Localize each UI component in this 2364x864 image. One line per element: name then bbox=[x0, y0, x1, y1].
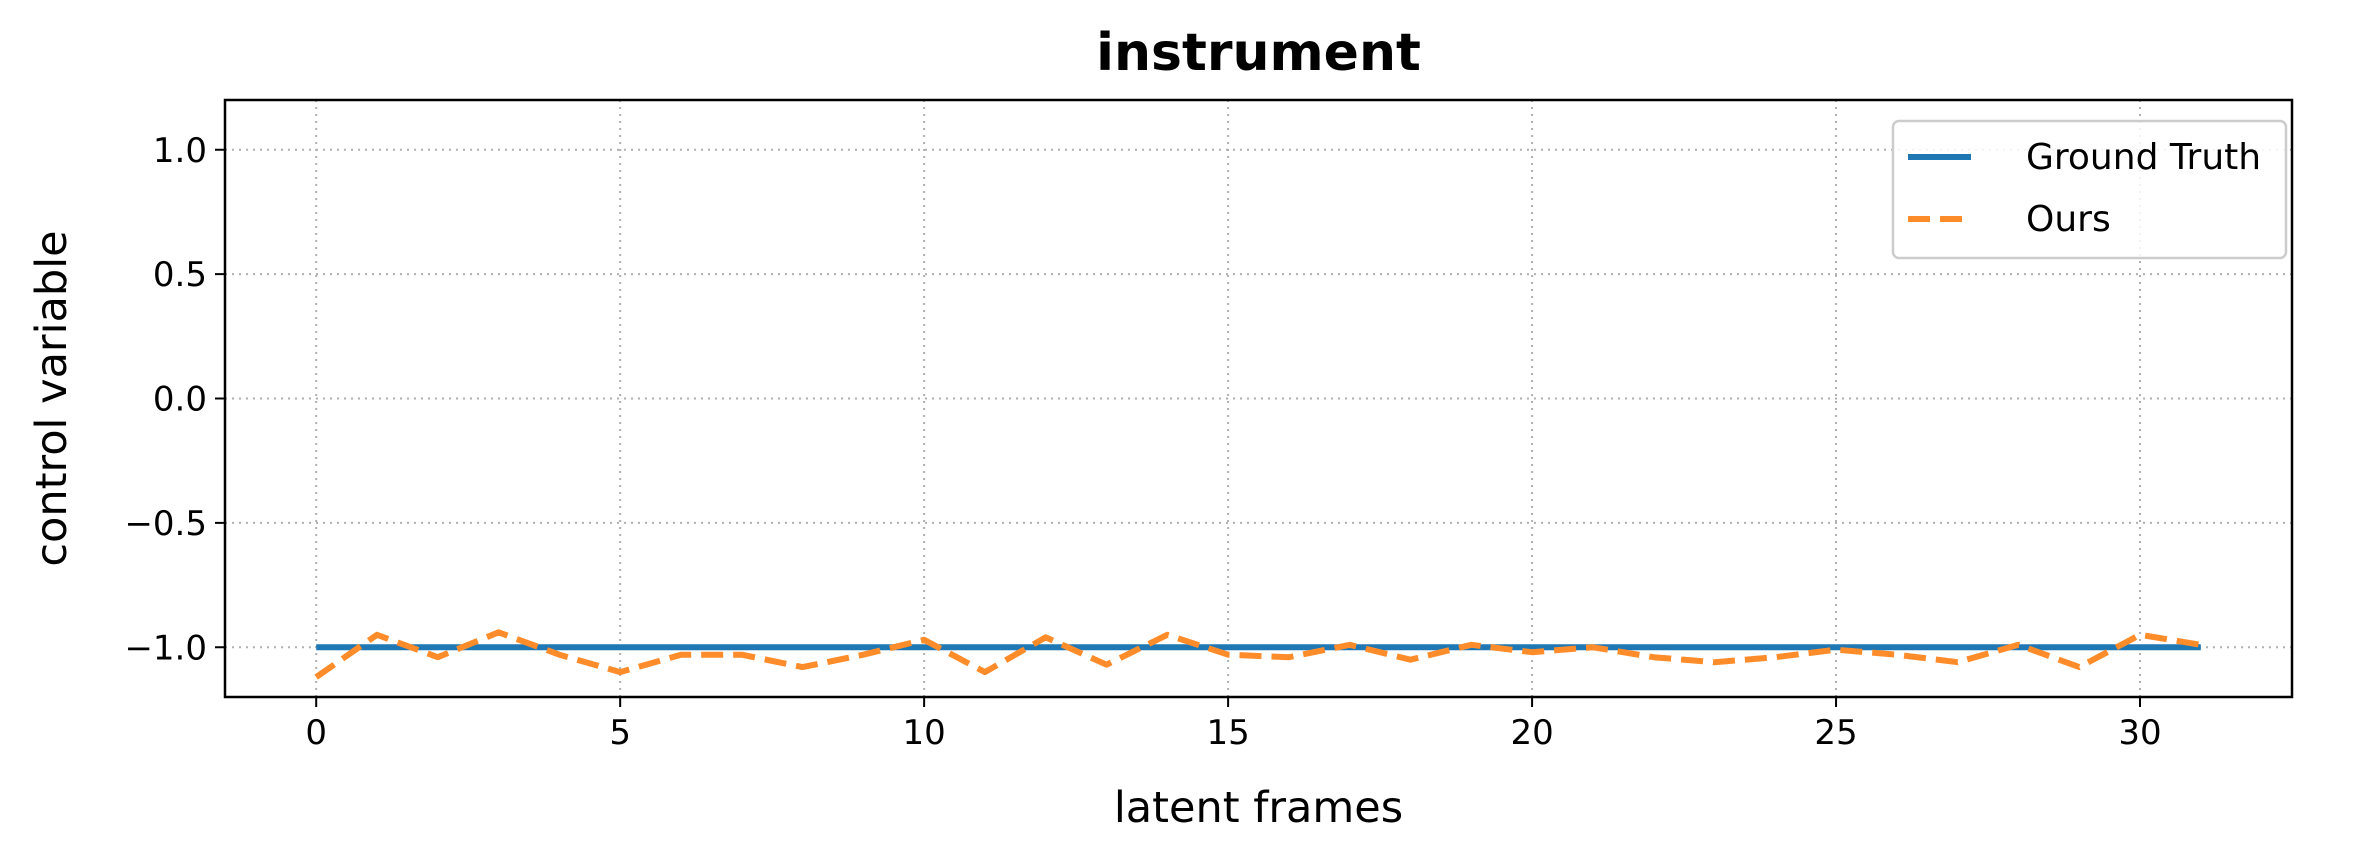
y-tick-label: −0.5 bbox=[124, 504, 207, 544]
y-axis-label: control variable bbox=[27, 230, 77, 566]
y-tick-label: 1.0 bbox=[153, 131, 207, 171]
x-tick-label: 0 bbox=[305, 713, 327, 753]
legend-box bbox=[1891, 119, 2288, 260]
y-tick-label: 0.5 bbox=[153, 255, 207, 295]
x-tick-label: 20 bbox=[1510, 713, 1553, 753]
x-tick-label: 25 bbox=[1814, 713, 1857, 753]
series-layer bbox=[314, 629, 2202, 680]
legend-label: Ours bbox=[2026, 199, 2111, 240]
chart-title: instrument bbox=[1096, 23, 1421, 83]
legend: Ground Truth Ours bbox=[1891, 119, 2288, 260]
series-line-ours bbox=[314, 629, 2202, 680]
x-tick-label: 10 bbox=[902, 713, 945, 753]
legend-label: Ground Truth bbox=[2026, 137, 2261, 178]
y-tick-label: −1.0 bbox=[124, 628, 207, 668]
x-axis-label: latent frames bbox=[1114, 783, 1403, 833]
ticks: 0 5 10 15 20 25 30 1.0 0.5 0.0 −0.5 −1.0 bbox=[124, 131, 2161, 753]
y-tick-label: 0.0 bbox=[153, 380, 207, 420]
x-tick-label: 5 bbox=[609, 713, 631, 753]
x-tick-label: 30 bbox=[2118, 713, 2161, 753]
x-tick-label: 15 bbox=[1206, 713, 1249, 753]
